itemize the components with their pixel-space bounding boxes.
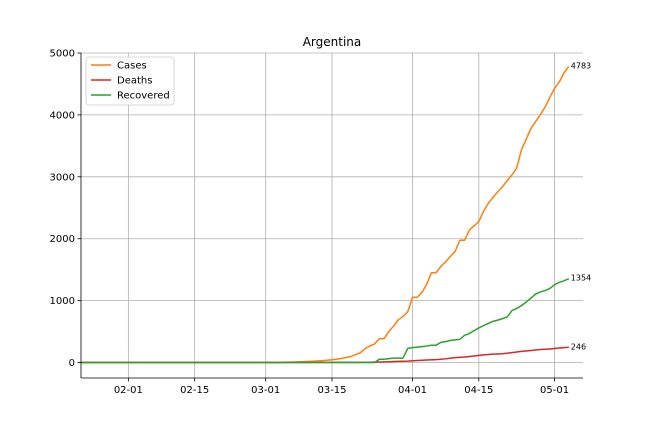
grid: [81, 52, 583, 378]
axes: [77, 52, 583, 382]
y-tick-label: 1000: [50, 296, 75, 307]
series-lines: [81, 65, 570, 364]
x-tick-label: 02-01: [114, 385, 143, 396]
end-label-recovered: 1354: [571, 274, 591, 283]
x-tick-label: 04-15: [464, 385, 493, 396]
y-tick-label: 5000: [50, 49, 75, 60]
end-label-deaths: 246: [571, 342, 586, 351]
series-line-recovered: [81, 278, 570, 364]
x-tick-label: 03-15: [317, 385, 346, 396]
y-tick-label: 3000: [50, 172, 75, 183]
y-tick-label: 0: [69, 358, 75, 369]
legend-label-deaths: Deaths: [117, 76, 152, 87]
end-label-cases: 4783: [571, 61, 591, 70]
end-labels: 4783 246 1354: [571, 61, 591, 351]
legend-label-cases: Cases: [117, 61, 147, 72]
legend-label-recovered: Recovered: [117, 91, 170, 102]
y-tick-label: 2000: [50, 234, 75, 245]
tick-labels: 02-01 02-15 03-01 03-15 04-01 04-15 05-01 0 1000…: [50, 49, 570, 397]
x-tick-label: 05-01: [540, 385, 569, 396]
x-tick-label: 03-01: [251, 385, 280, 396]
x-tick-label: 02-15: [180, 385, 209, 396]
legend: Cases Deaths Recovered: [85, 56, 175, 106]
x-tick-label: 04-01: [398, 385, 427, 396]
series-line-cases: [81, 65, 570, 364]
legend-box: [85, 56, 175, 106]
y-tick-label: 4000: [50, 110, 75, 121]
chart-title: Argentina: [303, 35, 362, 49]
